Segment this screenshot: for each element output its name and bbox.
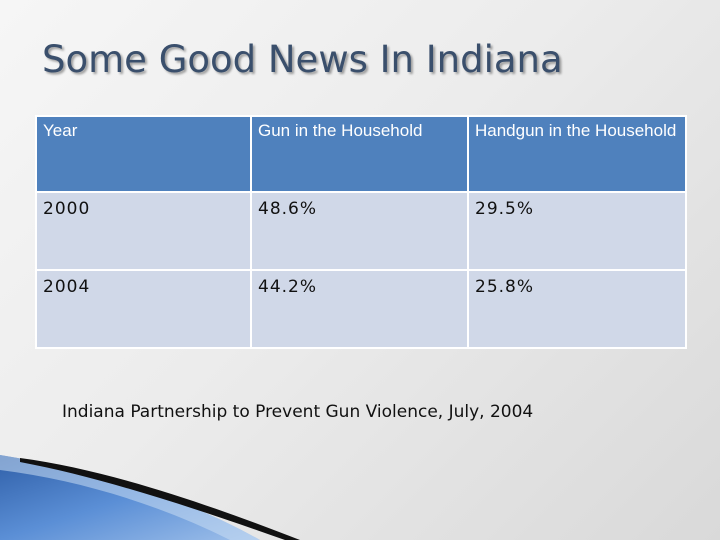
swoosh-black-stroke xyxy=(20,458,300,540)
data-table: Year Gun in the Household Handgun in the… xyxy=(35,115,687,349)
table-row: 2000 48.6% 29.5% xyxy=(35,191,687,271)
table-cell-gun: 44.2% xyxy=(250,269,469,349)
swoosh-shape xyxy=(0,455,260,540)
header-cell-year: Year xyxy=(35,115,252,193)
table-cell-handgun: 29.5% xyxy=(467,191,687,271)
table-row: 2004 44.2% 25.8% xyxy=(35,269,687,349)
slide-title: Some Good News In Indiana xyxy=(42,38,563,81)
table-cell-handgun: 25.8% xyxy=(467,269,687,349)
header-cell-gun-in-household: Gun in the Household xyxy=(250,115,469,193)
table-cell-year: 2004 xyxy=(35,269,252,349)
swoosh-highlight xyxy=(0,455,260,540)
table-cell-year: 2000 xyxy=(35,191,252,271)
table-cell-gun: 48.6% xyxy=(250,191,469,271)
header-cell-handgun-in-household: Handgun in the Household xyxy=(467,115,687,193)
table-header-row: Year Gun in the Household Handgun in the… xyxy=(35,115,687,193)
source-citation: Indiana Partnership to Prevent Gun Viole… xyxy=(62,402,534,422)
